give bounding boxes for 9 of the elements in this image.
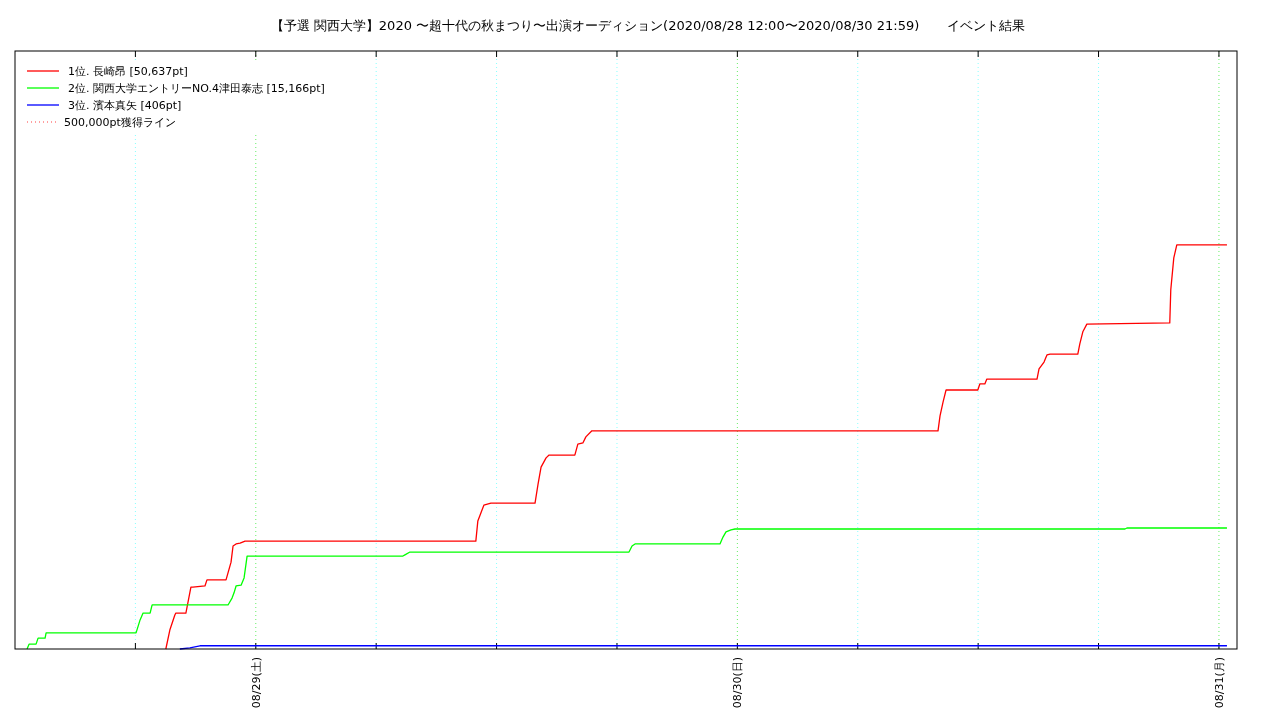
legend-label: 2位. 関西大学エントリーNO.4津田泰志 [15,166pt]: [68, 82, 325, 95]
legend-label: 3位. 濱本真矢 [406pt]: [68, 99, 182, 112]
x-tick-label: 08/29(土): [249, 657, 263, 709]
x-tick-label: 08/31(月): [1212, 657, 1226, 709]
legend-label: 500,000pt獲得ライン: [64, 116, 176, 129]
chart-title: 【予選 関西大学】2020 〜超十代の秋まつり〜出演オーディション(2020/08/28 12:00〜2020/08/30 21:59): [270, 18, 920, 33]
legend-label: 1位. 長崎昂 [50,637pt]: [68, 65, 188, 78]
x-tick-label: 08/30(日): [731, 657, 745, 709]
chart-subtitle: イベント結果: [947, 18, 1026, 33]
